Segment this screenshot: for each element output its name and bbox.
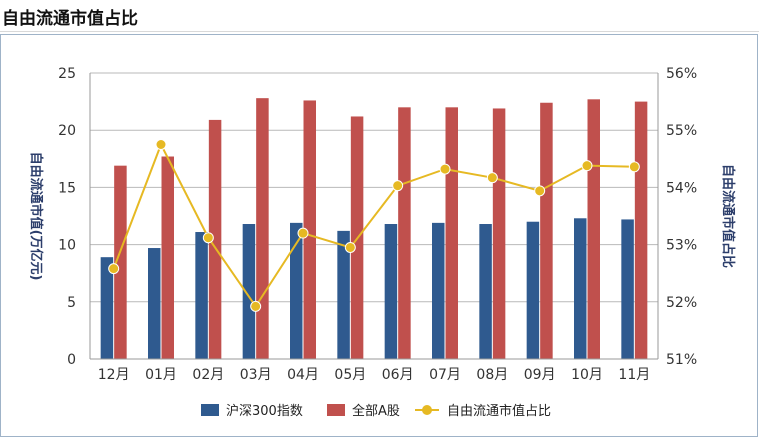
y-right-tick-label: 55% bbox=[666, 123, 697, 139]
ratio-point bbox=[250, 300, 262, 312]
y-left-tick-label: 20 bbox=[58, 123, 76, 139]
legend-label: 自由流通市值占比 bbox=[447, 403, 551, 419]
ratio-point bbox=[202, 232, 214, 244]
x-tick-label: 07月 bbox=[429, 367, 461, 383]
x-tick-label: 04月 bbox=[287, 367, 319, 383]
bar-all-a bbox=[303, 100, 316, 360]
y-left-tick-label: 15 bbox=[58, 180, 76, 196]
bar-hs300 bbox=[384, 224, 398, 359]
x-tick-label: 01月 bbox=[145, 367, 177, 383]
ratio-line bbox=[108, 139, 640, 312]
tick-labels: 0 5 10 15 20 25 51% 52% 53% 54% 55% 56% 12月 01月 02月 03月… bbox=[58, 66, 697, 383]
legend-ratio[interactable]: 自由流通市值占比 bbox=[415, 403, 551, 419]
y-right-tick-label: 53% bbox=[666, 238, 697, 254]
x-tick-label: 03月 bbox=[240, 367, 272, 383]
x-tick-label: 08月 bbox=[476, 367, 508, 383]
bars bbox=[100, 98, 648, 360]
x-tick-label: 02月 bbox=[192, 367, 224, 383]
legend-label: 全部A股 bbox=[352, 403, 400, 419]
bar-hs300 bbox=[337, 230, 350, 359]
title-divider bbox=[0, 31, 759, 32]
x-tick-label: 09月 bbox=[524, 367, 556, 383]
legend-label: 沪深300指数 bbox=[226, 403, 303, 419]
bar-all-a bbox=[256, 98, 269, 359]
y-left-tick-label: 0 bbox=[67, 352, 76, 368]
y-left-tick-label: 5 bbox=[67, 295, 76, 311]
ratio-point bbox=[486, 172, 498, 184]
ratio-point bbox=[155, 139, 167, 150]
y-axis-left-title: 自由流通市值(万亿元) bbox=[28, 152, 44, 281]
y-right-tick-label: 54% bbox=[666, 180, 697, 196]
bar-hs300 bbox=[148, 248, 161, 359]
ratio-point bbox=[392, 180, 404, 192]
bar-all-a bbox=[492, 108, 506, 360]
x-tick-label: 11月 bbox=[618, 367, 650, 383]
ratio-point bbox=[439, 163, 451, 175]
y-axis-right-title: 自由流通市值占比 bbox=[720, 164, 736, 268]
bar-all-a bbox=[634, 101, 648, 359]
ratio-point bbox=[628, 161, 640, 173]
x-tick-label: 10月 bbox=[571, 367, 603, 383]
x-tick-label: 12月 bbox=[98, 367, 130, 383]
y-right-tick-label: 56% bbox=[666, 66, 697, 82]
bar-hs300 bbox=[526, 221, 540, 359]
bar-all-a bbox=[208, 119, 222, 360]
ratio-point bbox=[581, 160, 593, 172]
bar-hs300 bbox=[621, 219, 634, 359]
bar-all-a bbox=[540, 102, 553, 359]
bar-all-a bbox=[445, 107, 458, 359]
bar-hs300 bbox=[574, 218, 587, 359]
bar-hs300 bbox=[479, 224, 492, 359]
ratio-line-path bbox=[112, 142, 635, 309]
legend-hs300[interactable]: 沪深300指数 bbox=[201, 403, 303, 419]
bar-hs300 bbox=[195, 232, 208, 359]
bar-hs300 bbox=[242, 224, 256, 359]
x-tick-label: 05月 bbox=[334, 367, 366, 383]
bar-hs300 bbox=[432, 222, 445, 359]
page-title: 自由流通市值占比 bbox=[2, 9, 138, 29]
x-tick-label: 06月 bbox=[382, 367, 414, 383]
bar-all-a bbox=[114, 165, 127, 359]
y-right-tick-label: 51% bbox=[666, 352, 697, 368]
ratio-point bbox=[344, 241, 356, 253]
axes bbox=[89, 73, 659, 360]
y-left-tick-label: 25 bbox=[58, 66, 76, 82]
bar-hs300 bbox=[290, 222, 303, 359]
legend: 沪深300指数 全部A股 自由流通市值占比 bbox=[201, 403, 551, 419]
legend-all-a[interactable]: 全部A股 bbox=[327, 403, 400, 419]
ratio-point bbox=[108, 263, 120, 275]
bar-all-a bbox=[587, 99, 600, 359]
bar-hs300 bbox=[100, 257, 114, 359]
ratio-point bbox=[534, 185, 546, 197]
bar-all-a bbox=[161, 156, 174, 359]
bar-all-a bbox=[398, 107, 411, 359]
legend-swatch bbox=[327, 404, 345, 416]
y-left-tick-label: 10 bbox=[58, 238, 76, 254]
legend-swatch bbox=[201, 404, 219, 416]
ratio-point bbox=[297, 227, 309, 239]
y-right-tick-label: 52% bbox=[666, 295, 697, 311]
legend-swatch-marker bbox=[422, 405, 432, 415]
